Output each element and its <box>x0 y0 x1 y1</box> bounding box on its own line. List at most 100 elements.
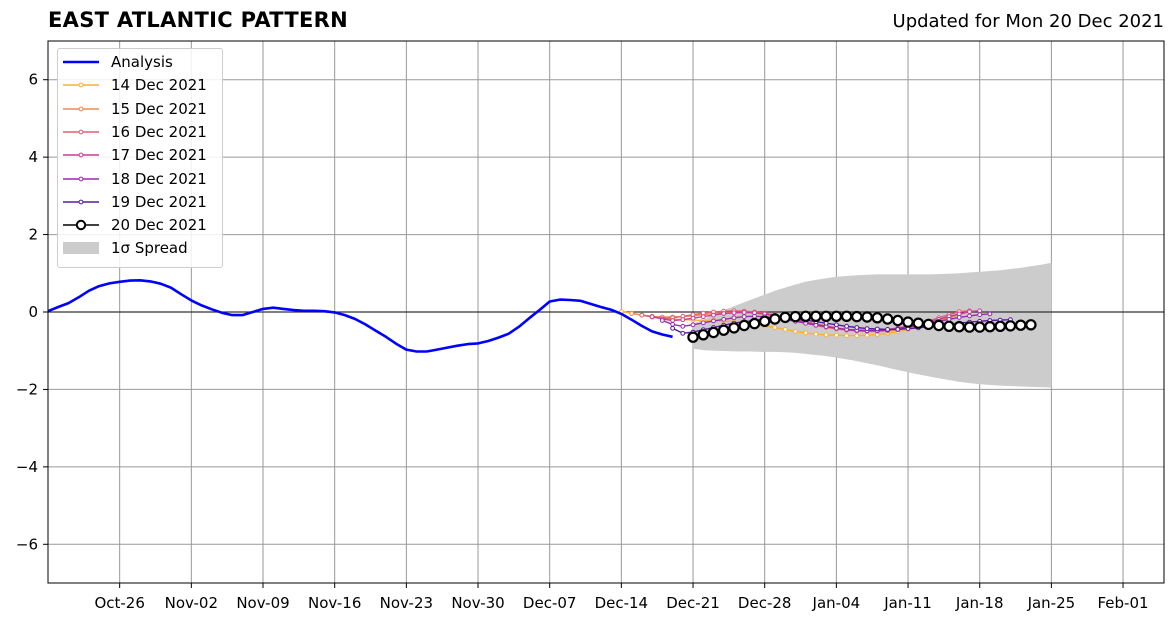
legend-item: 16 Dec 2021 <box>58 122 222 142</box>
forecast-marker <box>741 314 747 320</box>
legend-item: 15 Dec 2021 <box>58 99 222 119</box>
forecast-marker <box>772 325 778 330</box>
x-tick-label: Dec-07 <box>523 594 577 612</box>
forecast-marker <box>721 317 727 322</box>
forecast-marker <box>864 326 870 332</box>
y-tick-label: 6 <box>28 71 38 89</box>
latest-forecast-marker <box>953 321 965 333</box>
spread-band <box>693 262 1052 388</box>
latest-forecast-marker <box>984 321 996 333</box>
forecast-marker <box>680 330 686 336</box>
forecast-marker <box>967 313 972 319</box>
latest-forecast-marker <box>963 321 976 333</box>
legend-swatch <box>63 219 99 231</box>
chart-title: EAST ATLANTIC PATTERN <box>48 8 348 32</box>
forecast-marker <box>956 315 962 320</box>
forecast-marker <box>793 329 798 334</box>
x-tick-label: Oct-26 <box>94 594 144 612</box>
forecast-marker <box>629 311 634 316</box>
legend-marker <box>78 199 84 205</box>
latest-forecast-marker <box>1025 319 1037 331</box>
forecast-marker <box>987 311 993 317</box>
legend-item: 17 Dec 2021 <box>58 145 222 165</box>
latest-forecast-marker <box>994 320 1006 332</box>
x-tick-label: Jan-04 <box>812 594 861 612</box>
axis-layer: Oct-26 Nov-02 Nov-09 Nov-16 Nov-23 Nov-30 Dec-… <box>16 40 1165 612</box>
latest-forecast-marker <box>748 317 761 330</box>
forecast-marker <box>803 330 809 336</box>
legend-item: 14 Dec 2021 <box>58 75 222 95</box>
legend-label: 15 Dec 2021 <box>111 99 207 118</box>
x-tick-label: Dec-14 <box>595 594 649 612</box>
x-tick-label: Nov-23 <box>380 594 433 612</box>
forecast-marker <box>649 314 655 320</box>
latest-forecast-marker <box>687 331 699 343</box>
forecast-marker <box>977 308 983 314</box>
y-tick-label: −6 <box>16 535 38 553</box>
x-tick-label: Jan-11 <box>883 594 932 612</box>
latest-forecast-marker <box>820 310 832 322</box>
x-tick-label: Nov-30 <box>451 594 504 612</box>
latest-forecast-marker <box>830 310 843 322</box>
forecast-marker <box>670 325 675 331</box>
legend-swatch <box>63 129 99 135</box>
chart-subtitle: Updated for Mon 20 Dec 2021 <box>892 11 1164 32</box>
forecast-marker <box>700 314 706 320</box>
legend-label: Analysis <box>111 53 173 71</box>
legend-item: Analysis <box>58 52 222 72</box>
legend-label: 19 Dec 2021 <box>111 192 207 211</box>
legend-label: 14 Dec 2021 <box>111 76 207 95</box>
latest-forecast-marker <box>1004 320 1017 332</box>
forecast-marker <box>854 325 860 330</box>
forecast-marker <box>752 313 757 319</box>
legend-marker <box>78 176 84 181</box>
legend-marker <box>78 82 84 88</box>
y-tick-label: −4 <box>16 458 38 476</box>
forecast-marker <box>977 312 983 318</box>
x-tick-label: Feb-01 <box>1098 594 1149 612</box>
forecast-marker <box>731 315 737 321</box>
forecast-marker <box>670 322 675 327</box>
forecast-marker <box>690 322 696 328</box>
legend: Analysis 14 Dec 2021 15 Dec 2021 16 Dec 202… <box>57 48 223 268</box>
legend-marker <box>78 152 84 158</box>
latest-forecast-marker <box>902 316 914 328</box>
legend-label: 18 Dec 2021 <box>111 169 207 188</box>
latest-forecast-marker <box>1015 319 1027 331</box>
legend-marker <box>78 106 84 111</box>
forecast-marker <box>741 310 747 315</box>
forecast-marker <box>834 332 839 338</box>
latest-forecast-marker <box>810 310 822 322</box>
latest-forecast-marker <box>707 326 720 339</box>
forecast-marker <box>844 323 849 329</box>
forecast-marker <box>864 332 870 338</box>
y-tick-label: 2 <box>28 226 38 244</box>
y-tick-label: −2 <box>16 380 38 398</box>
analysis-line <box>47 278 673 353</box>
latest-forecast-marker <box>769 313 781 325</box>
forecast-marker <box>721 311 727 316</box>
y-tick-label: 4 <box>28 148 38 166</box>
latest-forecast-marker <box>871 312 884 324</box>
forecast-marker <box>659 318 665 323</box>
legend-item: 18 Dec 2021 <box>58 169 222 189</box>
forecast-marker <box>823 332 829 338</box>
legend-label: 16 Dec 2021 <box>111 122 207 141</box>
forecast-marker <box>844 333 849 339</box>
legend-label: 17 Dec 2021 <box>111 146 207 165</box>
forecast-marker <box>854 333 860 339</box>
legend-swatch <box>63 106 99 111</box>
legend-marker <box>75 219 87 231</box>
legend-item: 20 Dec 2021 <box>58 215 222 235</box>
latest-forecast-marker <box>728 322 740 334</box>
legend-swatch <box>63 199 99 205</box>
latest-forecast-marker <box>861 311 873 323</box>
forecast-marker <box>967 309 972 315</box>
latest-forecast-marker <box>943 320 955 332</box>
x-tick-label: Jan-25 <box>1027 594 1076 612</box>
latest-forecast-marker <box>789 310 802 323</box>
legend-item: 19 Dec 2021 <box>58 192 222 212</box>
latest-forecast-marker <box>800 310 812 322</box>
plot-frame <box>47 40 1165 584</box>
latest-forecast-marker <box>738 319 750 332</box>
